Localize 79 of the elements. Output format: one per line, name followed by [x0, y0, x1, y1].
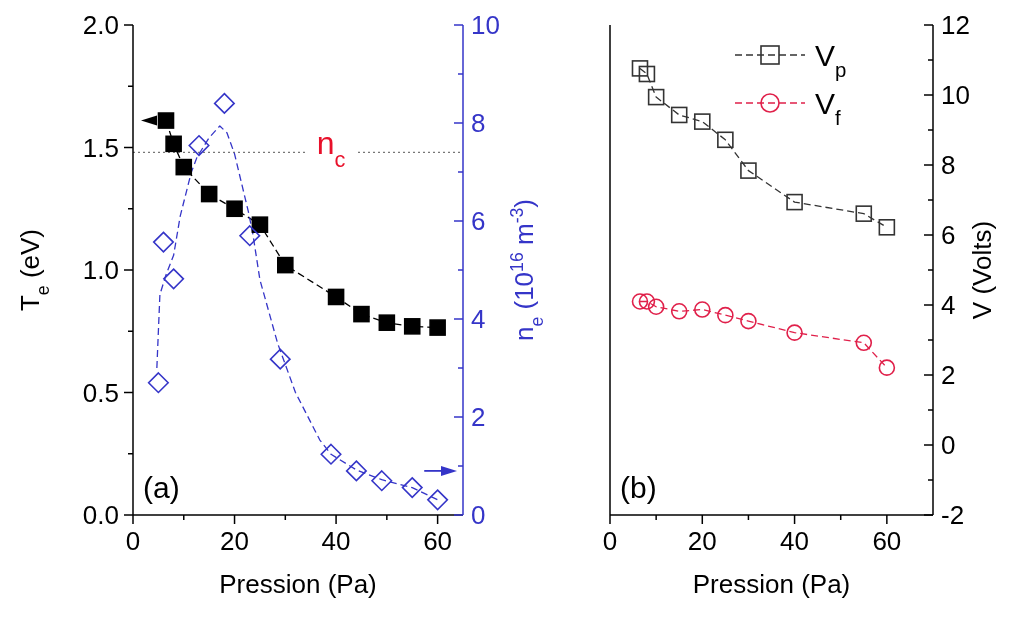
- point: [345, 460, 367, 482]
- y2-axis-title: V (Volts): [967, 220, 997, 320]
- point: [165, 135, 182, 153]
- point: [631, 60, 649, 77]
- point: [378, 314, 396, 331]
- point: [213, 92, 235, 114]
- point: [353, 305, 370, 323]
- y2-tick-label: 2: [471, 402, 486, 433]
- point: [320, 443, 342, 465]
- annotation: (b): [620, 471, 657, 505]
- point: [200, 185, 218, 203]
- y-tick-label: 1.5: [82, 132, 119, 163]
- point: [670, 106, 688, 124]
- y-tick-label: 0.5: [82, 377, 119, 408]
- point: [693, 113, 711, 130]
- x-tick-label: 60: [423, 526, 453, 556]
- y2-tick-label: 8: [471, 108, 486, 139]
- point: [251, 216, 269, 233]
- point: [152, 231, 175, 253]
- legend-label: V$_{p}$: [815, 38, 847, 81]
- ref-line-label: n$_{c}$: [316, 125, 346, 172]
- y2-tick-label: 4: [471, 304, 486, 335]
- point: [786, 193, 803, 211]
- y2-tick-label: 8: [941, 150, 956, 181]
- legend-label: V$_{f}$: [815, 86, 842, 129]
- point: [163, 268, 185, 290]
- point: [269, 348, 291, 370]
- point: [371, 470, 393, 492]
- point: [647, 88, 665, 106]
- y2-tick-label: 2: [941, 360, 956, 391]
- y2-tick-label: 10: [471, 10, 500, 41]
- point: [740, 312, 757, 330]
- point: [638, 293, 656, 310]
- annotation: (a): [143, 471, 180, 505]
- point: [427, 489, 449, 511]
- point: [188, 134, 210, 157]
- x-tick-label: 0: [125, 526, 141, 556]
- point: [239, 225, 261, 247]
- x-tick-label: 40: [780, 526, 810, 556]
- point: [631, 293, 649, 310]
- y2-tick-label: 0: [471, 500, 486, 531]
- point: [401, 477, 423, 499]
- point: [693, 301, 711, 318]
- point: [670, 303, 688, 320]
- point: [277, 256, 294, 274]
- point: [855, 205, 873, 222]
- x-axis-title: Pression (Pa): [692, 569, 851, 599]
- x-tick-label: 20: [220, 526, 249, 556]
- point: [786, 324, 803, 341]
- x-tick-label: 0: [602, 526, 618, 556]
- point: [717, 131, 734, 149]
- y2-tick-label: 10: [941, 80, 970, 111]
- point: [429, 319, 446, 336]
- y2-tick-label: 4: [941, 290, 956, 321]
- point: [740, 162, 757, 179]
- x-tick-label: 40: [321, 526, 351, 556]
- x-tick-label: 60: [872, 526, 902, 556]
- point: [403, 318, 421, 335]
- x-tick-label: 20: [687, 526, 717, 556]
- x-axis-title: Pression (Pa): [219, 569, 377, 599]
- y2-tick-label: -2: [941, 500, 965, 531]
- point: [638, 65, 656, 83]
- y2-tick-label: 6: [471, 206, 486, 237]
- point: [147, 372, 169, 394]
- y2-tick-label: 12: [941, 10, 970, 41]
- y2-tick-label: 0: [941, 430, 956, 461]
- y-tick-label: 0.0: [82, 500, 119, 531]
- point: [647, 298, 665, 316]
- y2-tick-label: 6: [941, 220, 956, 251]
- point: [157, 112, 175, 129]
- point: [855, 334, 873, 352]
- point: [717, 306, 734, 324]
- point: [226, 200, 243, 218]
- point: [878, 359, 896, 376]
- point: [327, 288, 345, 306]
- point: [175, 158, 193, 176]
- y-tick-label: 1.0: [82, 255, 119, 286]
- point: [878, 219, 896, 236]
- y-tick-label: 2.0: [82, 10, 119, 41]
